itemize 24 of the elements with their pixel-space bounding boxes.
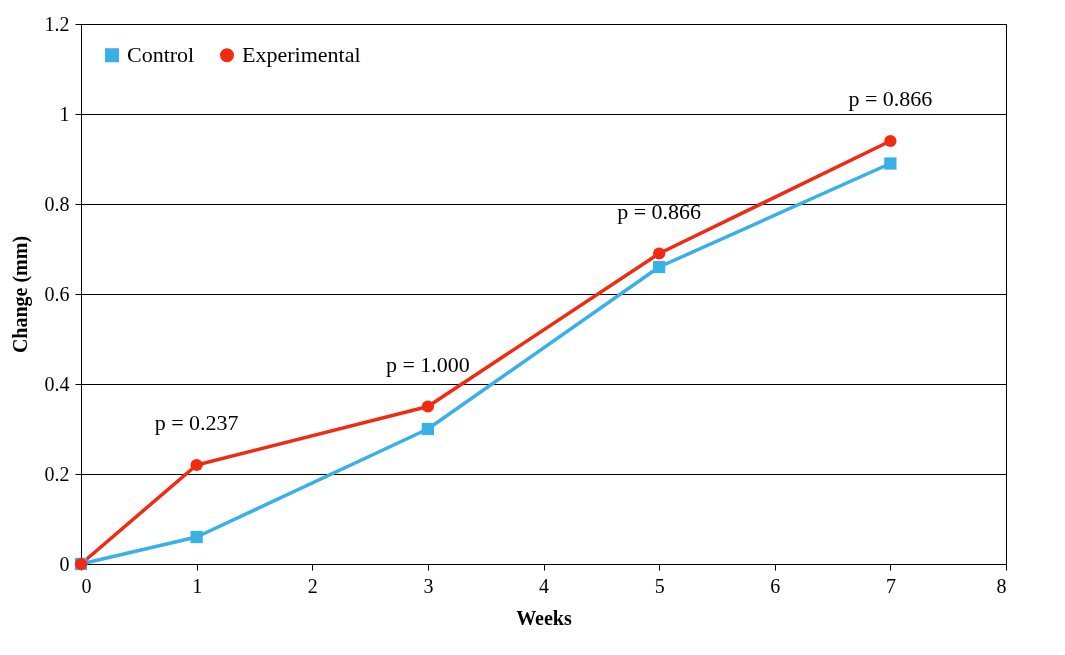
annotation: p = 0.237: [154, 410, 239, 435]
annotation: p = 0.866: [848, 86, 933, 111]
x-tick-label: 3: [423, 574, 434, 597]
x-tick-label: 4: [539, 574, 549, 597]
y-tick-label: 0: [59, 552, 70, 575]
x-tick-label: 7: [885, 574, 896, 597]
x-tick-label: 2: [307, 574, 318, 597]
y-tick-label: 1: [59, 102, 70, 125]
x-tick-label: 6: [770, 574, 781, 597]
y-tick-label: 0.2: [44, 462, 70, 485]
annotation: p = 0.866: [617, 198, 702, 224]
legend-label: Experimental: [242, 42, 361, 68]
y-tick-label: 1.2: [44, 12, 70, 35]
y-tick-label: 0.4: [44, 372, 70, 395]
y-axis-title: Change (mm): [8, 235, 32, 354]
x-tick-label: 0: [81, 574, 92, 597]
y-tick-label: 0.8: [44, 192, 70, 215]
legend-label: Control: [127, 42, 195, 68]
x-axis-title: Weeks: [516, 606, 572, 629]
y-tick-label: 0.6: [44, 282, 70, 305]
x-tick-label: 8: [996, 574, 1007, 597]
x-tick-label: 5: [654, 574, 665, 597]
x-tick-label: 1: [192, 574, 203, 597]
annotation: p = 1.000: [385, 351, 470, 377]
